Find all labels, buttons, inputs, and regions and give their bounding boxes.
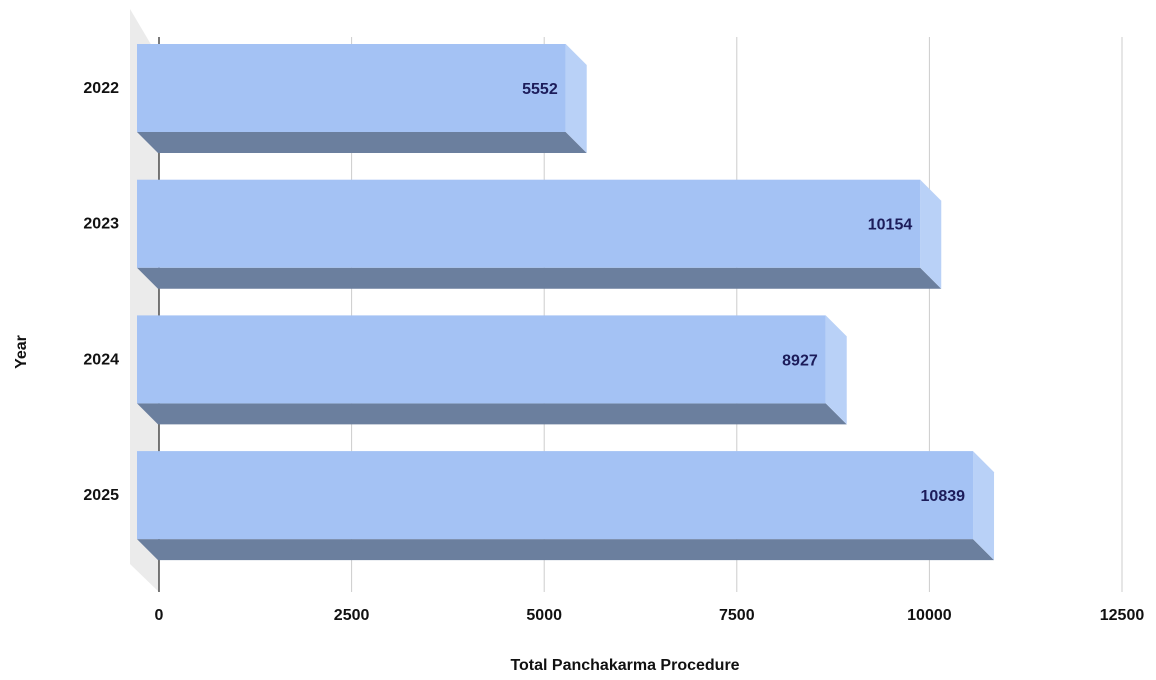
- data-label: 10839: [921, 488, 966, 505]
- bar-side-face: [565, 44, 587, 153]
- chart-side-wall: [130, 9, 159, 592]
- bar-side-face: [973, 451, 995, 561]
- y-tick-label: 2025: [83, 487, 119, 504]
- bar-side-face: [825, 315, 847, 425]
- x-tick-label: 2500: [334, 607, 370, 624]
- bar-bottom-face: [137, 403, 847, 425]
- bar-bottom-face: [137, 267, 942, 289]
- bar-2022: [137, 44, 587, 153]
- y-tick-label: 2024: [83, 351, 119, 368]
- bar-front-face: [137, 451, 974, 540]
- x-axis-title: Total Panchakarma Procedure: [510, 657, 739, 674]
- y-tick-label: 2023: [83, 216, 119, 233]
- bar-bottom-face: [137, 132, 587, 153]
- bar-bottom-face: [137, 539, 995, 561]
- x-tick-label: 5000: [526, 607, 562, 624]
- bar-side-face: [920, 179, 942, 289]
- y-tick-label: 2022: [83, 80, 119, 97]
- x-tick-label: 0: [155, 607, 164, 624]
- bar-front-face: [137, 315, 826, 404]
- x-tick-label: 7500: [719, 607, 755, 624]
- data-label: 8927: [782, 352, 818, 369]
- bar-2025: [137, 451, 995, 561]
- bar-front-face: [137, 179, 921, 268]
- bar-2023: [137, 179, 942, 289]
- data-label: 5552: [522, 81, 558, 98]
- bar-2024: [137, 315, 847, 425]
- x-tick-label: 10000: [907, 607, 952, 624]
- bar-front-face: [137, 44, 566, 132]
- y-axis-title: Year: [13, 335, 30, 369]
- x-tick-label: 12500: [1100, 607, 1145, 624]
- data-label: 10154: [868, 217, 913, 234]
